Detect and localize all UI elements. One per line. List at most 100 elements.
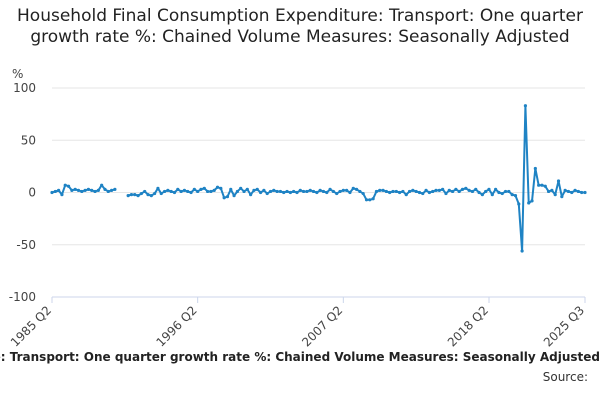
legend: Household Final Consumption Expenditure:… xyxy=(0,350,600,368)
data-point xyxy=(179,189,183,194)
data-point xyxy=(464,186,468,190)
data-point xyxy=(239,186,243,190)
y-tick-label: 50 xyxy=(21,133,36,147)
data-point xyxy=(431,189,435,194)
data-point xyxy=(570,190,574,195)
legend-series-label: Household Final Consumption Expenditure:… xyxy=(0,350,600,364)
data-point xyxy=(182,188,187,193)
data-point xyxy=(262,188,266,193)
data-point xyxy=(60,192,64,197)
data-point xyxy=(477,190,481,195)
series-points xyxy=(50,104,587,253)
data-point xyxy=(189,190,193,195)
data-point xyxy=(411,188,415,193)
data-point xyxy=(507,189,511,194)
chart-title: Household Final Consumption Expenditure:… xyxy=(17,6,583,47)
data-point xyxy=(311,189,316,194)
data-point xyxy=(298,188,302,193)
data-point xyxy=(295,190,299,195)
data-point xyxy=(328,187,332,191)
data-point xyxy=(441,187,445,191)
data-point xyxy=(229,187,233,191)
data-point xyxy=(517,202,521,206)
data-point xyxy=(215,185,220,189)
x-tick-label: 2025 Q3 xyxy=(541,303,587,349)
data-point xyxy=(146,192,150,197)
data-point xyxy=(583,190,587,195)
data-point xyxy=(580,190,584,195)
data-point xyxy=(494,187,498,191)
data-point xyxy=(437,188,441,193)
y-tick-label: -50 xyxy=(16,238,36,252)
data-point xyxy=(235,189,239,194)
data-point xyxy=(225,195,230,199)
data-point xyxy=(527,201,531,205)
data-point xyxy=(212,188,216,193)
data-point xyxy=(533,166,537,171)
data-point xyxy=(172,190,177,195)
data-point xyxy=(361,191,365,196)
data-point xyxy=(391,189,395,194)
series-line-segment xyxy=(127,104,585,253)
data-point xyxy=(315,190,319,195)
data-point xyxy=(537,183,541,187)
data-point xyxy=(404,192,408,197)
data-point xyxy=(563,188,567,193)
data-point xyxy=(318,188,322,193)
data-point xyxy=(374,189,379,194)
data-point xyxy=(523,104,528,108)
data-point xyxy=(282,190,286,195)
data-point xyxy=(401,189,405,194)
data-point xyxy=(63,183,67,187)
data-point xyxy=(83,188,87,193)
data-point xyxy=(394,189,398,194)
data-point xyxy=(93,189,97,194)
data-point xyxy=(129,192,134,197)
data-point xyxy=(275,189,279,194)
data-point xyxy=(550,188,554,193)
data-point xyxy=(232,194,236,198)
data-point xyxy=(434,188,438,193)
data-point xyxy=(490,192,494,197)
data-point xyxy=(176,187,180,191)
x-tick-label: 2018 Q2 xyxy=(445,303,491,349)
data-point xyxy=(450,189,455,194)
data-point xyxy=(96,188,100,193)
data-point xyxy=(136,194,140,198)
data-point xyxy=(265,191,269,196)
data-point xyxy=(126,194,130,198)
data-point xyxy=(424,188,428,193)
data-point xyxy=(573,188,577,193)
data-point xyxy=(454,187,458,191)
data-point xyxy=(467,188,471,193)
data-point xyxy=(546,189,551,194)
data-point xyxy=(543,184,547,188)
data-point xyxy=(381,188,385,193)
data-point xyxy=(308,188,312,193)
data-point xyxy=(268,189,273,194)
data-point xyxy=(398,190,402,195)
data-point xyxy=(73,187,77,191)
data-point xyxy=(209,189,213,194)
data-point xyxy=(90,188,94,193)
data-point xyxy=(86,187,91,191)
data-point xyxy=(222,196,226,200)
data-point xyxy=(560,195,564,199)
series-line xyxy=(51,104,585,253)
data-point xyxy=(169,189,173,194)
y-tick-label: 100 xyxy=(13,81,36,95)
data-point xyxy=(520,249,524,253)
data-point xyxy=(341,188,345,193)
data-point xyxy=(258,190,263,195)
data-point xyxy=(345,188,349,193)
data-point xyxy=(285,189,289,194)
data-point xyxy=(252,188,256,193)
data-point xyxy=(76,188,81,193)
data-point xyxy=(103,187,107,191)
data-point xyxy=(206,189,210,194)
data-point xyxy=(474,187,478,191)
data-point xyxy=(305,189,309,194)
data-point xyxy=(196,189,200,194)
data-point xyxy=(113,187,117,191)
